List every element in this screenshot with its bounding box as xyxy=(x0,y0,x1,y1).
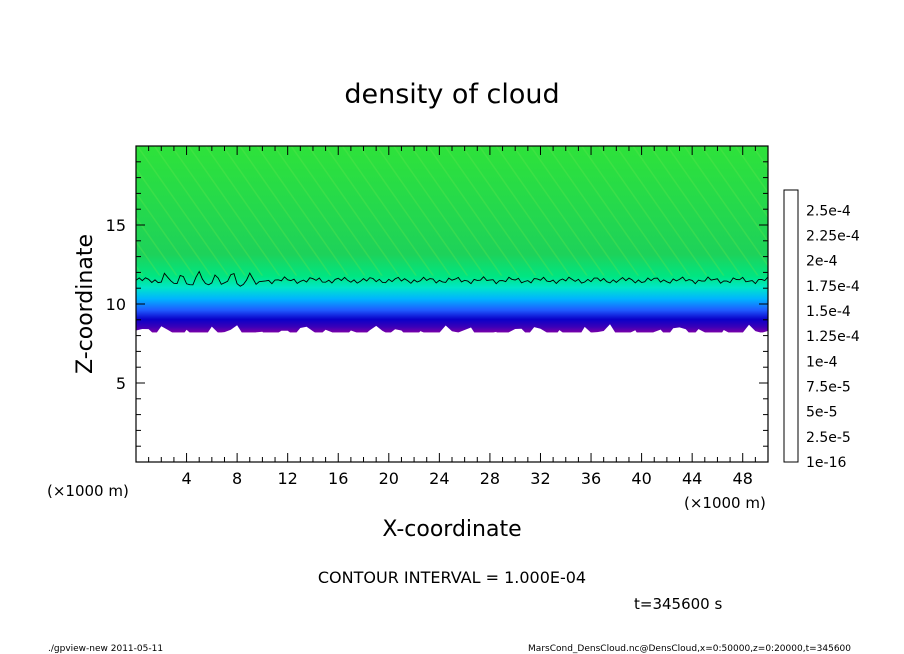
x-tick-label: 24 xyxy=(429,469,449,488)
x-tick-label: 44 xyxy=(682,469,702,488)
colorbar-label: 7.5e-5 xyxy=(806,380,851,396)
y-tick-label: 15 xyxy=(106,216,126,235)
x-tick-label: 40 xyxy=(631,469,651,488)
x-tick-label: 48 xyxy=(733,469,753,488)
colorbar-label: 2.25e-4 xyxy=(806,229,860,245)
x-tick-label: 28 xyxy=(480,469,500,488)
x-tick-label: 32 xyxy=(530,469,550,488)
colorbar-label: 1e-16 xyxy=(806,455,846,471)
colorbar-frame xyxy=(783,189,799,463)
wave-texture xyxy=(136,146,768,276)
colorbar-label: 2e-4 xyxy=(806,254,838,270)
contour-line xyxy=(135,270,769,287)
x-unit-label-right: (×1000 m) xyxy=(684,494,766,512)
y-axis-label: Z-coordinate xyxy=(73,234,98,374)
colorbar-label: 2.5e-4 xyxy=(806,203,851,219)
x-unit-label-left: (×1000 m) xyxy=(47,482,129,500)
colorbar-label: 1.5e-4 xyxy=(806,304,851,320)
x-tick-label: 16 xyxy=(328,469,348,488)
colorbar-label: 5e-5 xyxy=(806,405,837,421)
colorbar-label: 1e-4 xyxy=(806,354,838,370)
clear-region xyxy=(136,324,768,462)
colorbar-label: 1.25e-4 xyxy=(806,329,860,345)
colorbar-label: 2.5e-5 xyxy=(806,430,851,446)
x-tick-label: 36 xyxy=(581,469,601,488)
colorbar-label: 1.75e-4 xyxy=(806,279,860,295)
x-tick-label: 20 xyxy=(379,469,399,488)
y-tick-label: 5 xyxy=(116,374,126,393)
footer-left: ./gpview-new 2011-05-11 xyxy=(48,644,163,654)
y-tick-label: 10 xyxy=(106,295,126,314)
contour-interval-label: CONTOUR INTERVAL = 1.000E-04 xyxy=(318,568,586,587)
x-tick-label: 12 xyxy=(278,469,298,488)
x-tick-label: 4 xyxy=(181,469,191,488)
x-tick-label: 8 xyxy=(232,469,242,488)
time-label: t=345600 s xyxy=(634,595,722,613)
colorbar: 1e-16 2.5e-5 5e-5 7.5e-5 1e-4 1.25e-4 1.5e-4 1.… xyxy=(783,189,860,471)
footer-right: MarsCond_DensCloud.nc@DensCloud,x=0:5000… xyxy=(528,644,851,654)
x-axis-label: X-coordinate xyxy=(382,517,521,542)
chart-title: density of cloud xyxy=(344,79,559,110)
